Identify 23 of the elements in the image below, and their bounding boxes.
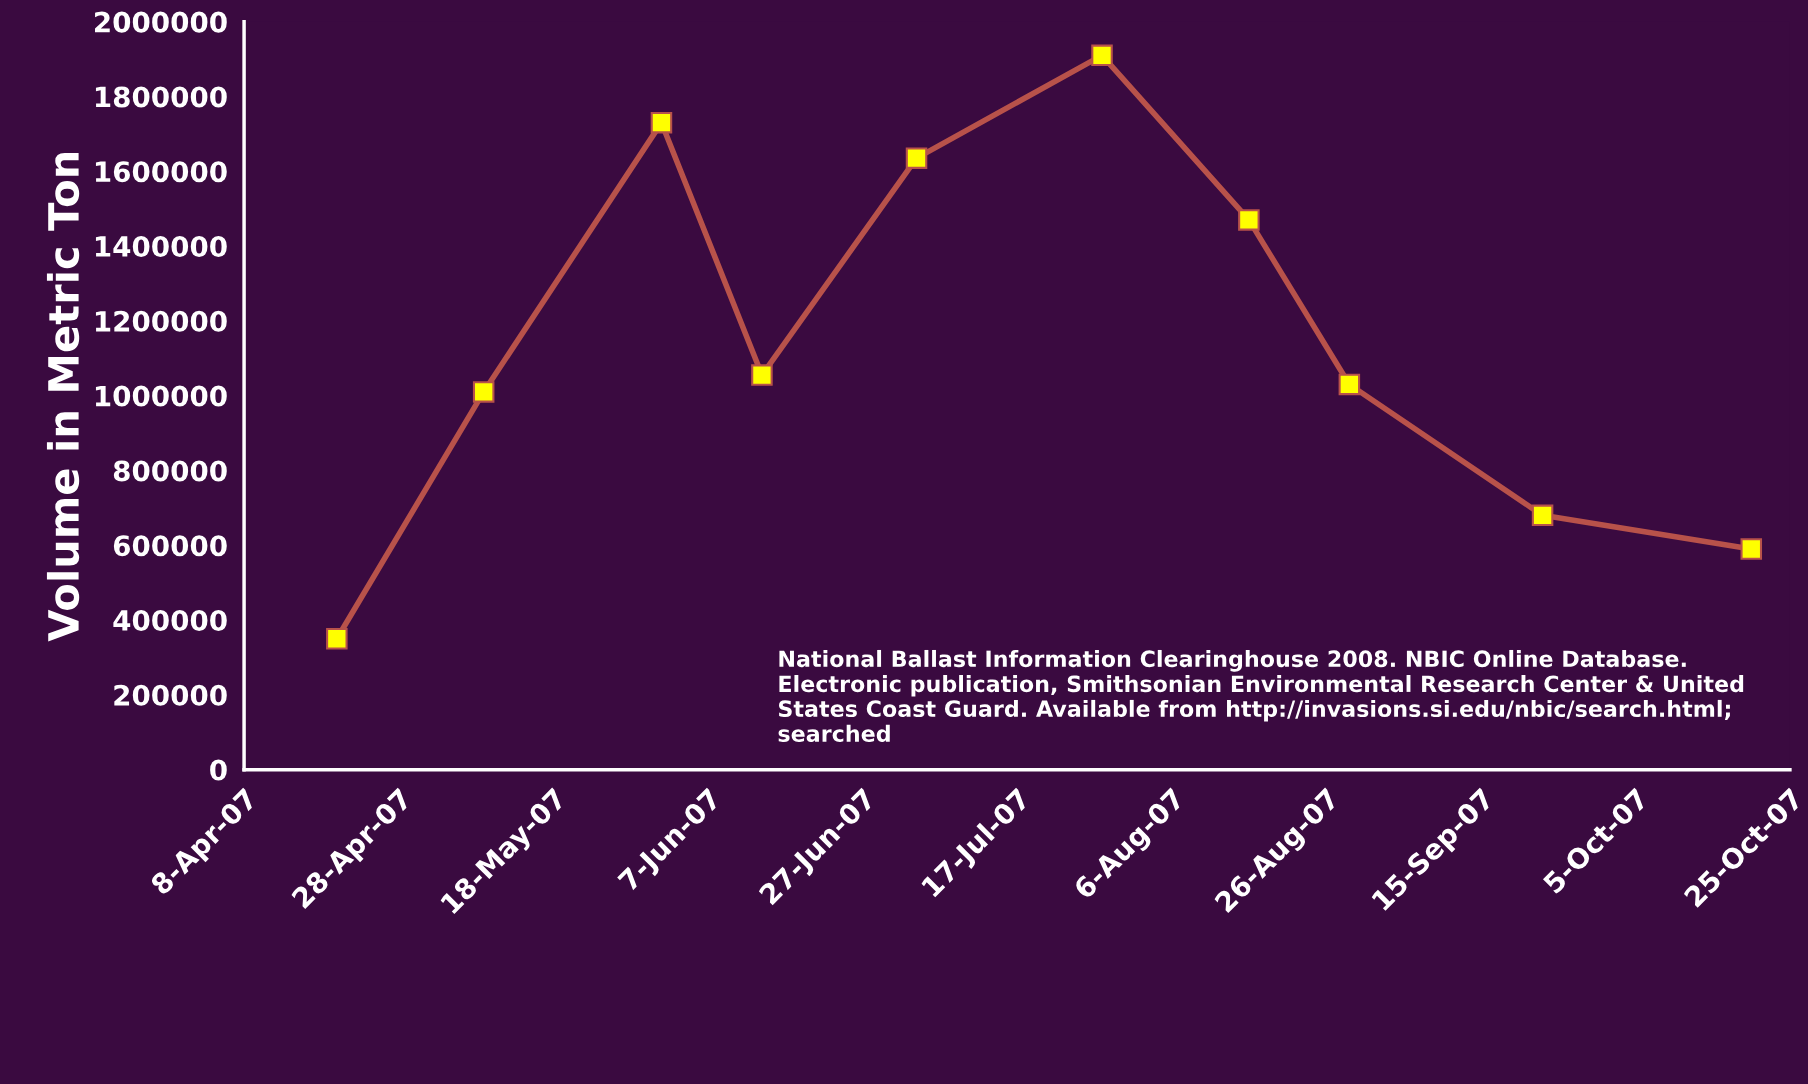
y-tick-label: 800000: [113, 460, 227, 482]
point: [751, 364, 773, 386]
y-tick-label: 1600000: [95, 161, 227, 183]
y-axis-title: Volume in Metric Ton: [46, 152, 80, 642]
y-tick-label: 1000000: [95, 385, 227, 407]
y-tick-label: 1200000: [95, 310, 227, 332]
y-tick-label: 1800000: [95, 86, 227, 108]
y-tick-label: 400000: [113, 609, 227, 631]
y-tick-label: 600000: [113, 535, 227, 557]
annotation: National Ballast Information Clearinghouse 2008. NBIC Online Database. Electronic publication, Smithsonian Environmental Research Center & United States Coast Guard. Available from http://invasions.si.edu/nbic/search.html; searched: [778, 649, 1744, 742]
point: [326, 627, 348, 650]
point: [1238, 209, 1260, 231]
point: [472, 381, 495, 403]
point: [905, 147, 928, 169]
y-tick-label: 0: [210, 759, 227, 781]
y-tick-label: 2000000: [95, 11, 227, 33]
point: [1531, 504, 1554, 527]
point: [1338, 373, 1361, 396]
y-tick-label: 200000: [114, 684, 227, 706]
y-tick-label: 1400000: [95, 236, 227, 258]
point: [1091, 44, 1113, 67]
point: [650, 111, 673, 134]
point: [1740, 538, 1763, 560]
